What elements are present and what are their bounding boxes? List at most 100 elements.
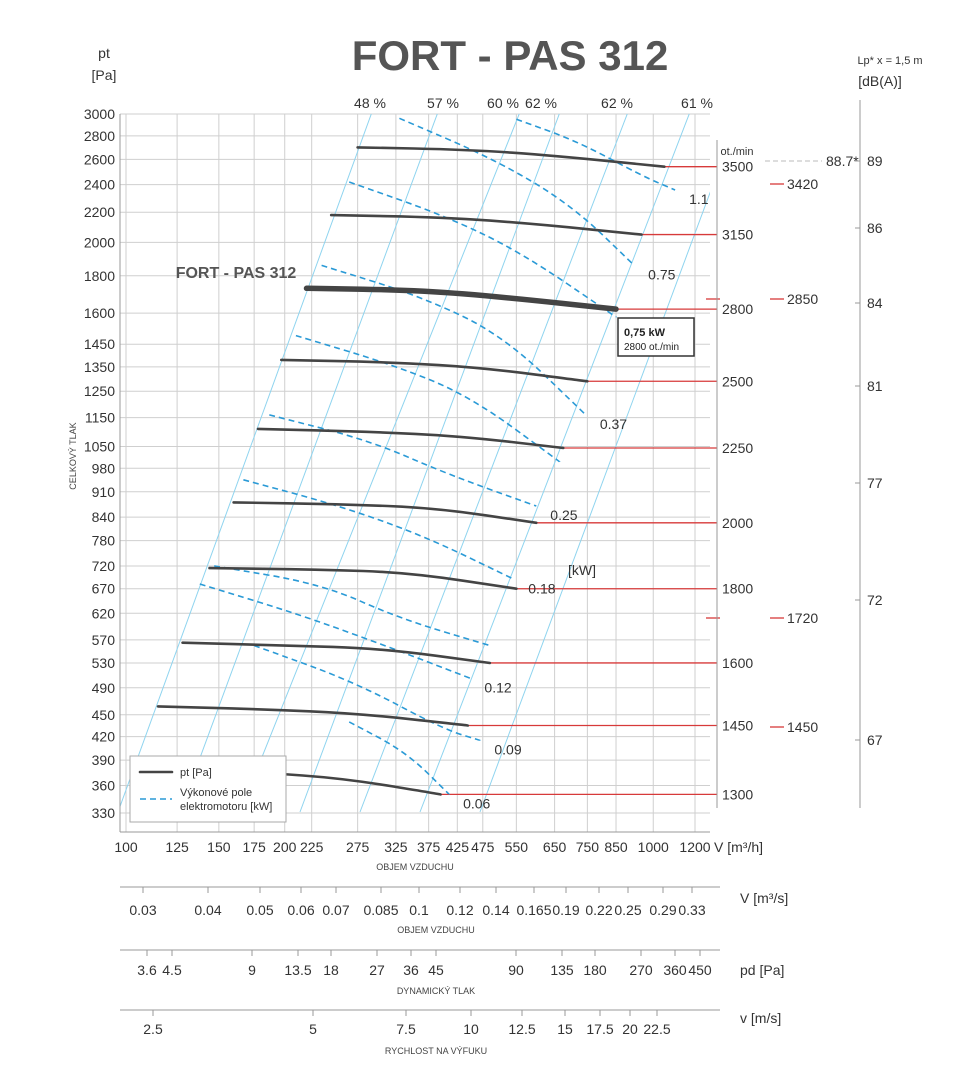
sec-label-2-4: 12.5	[508, 1021, 535, 1037]
y-tick-6: 1800	[84, 268, 115, 284]
sec-label-1-9: 135	[550, 962, 574, 978]
sec-label-1-7: 45	[428, 962, 444, 978]
y-tick-12: 1050	[84, 438, 115, 454]
curve-label: FORT - PAS 312	[176, 265, 297, 282]
y-tick-2: 2600	[84, 151, 115, 167]
y-tick-17: 720	[92, 558, 116, 574]
efficiency-label-3: 62 %	[525, 95, 557, 111]
db-value-5: 72	[867, 592, 883, 608]
sec-label-1-10: 180	[583, 962, 607, 978]
sec-label-1-0: 3.6	[137, 962, 157, 978]
db-value-6: 67	[867, 732, 883, 748]
x-tick-16: 1200	[679, 839, 710, 855]
sec-label-0-2: 0.05	[246, 902, 273, 918]
sec-label-1-5: 27	[369, 962, 385, 978]
pressure-curve-2250	[256, 427, 565, 450]
x-tick-0: 100	[114, 839, 138, 855]
secondary-axes: 0.03 0.04 0.05 0.06 0.07 0.085 0.1 0.12 0.14 0.16…	[120, 886, 788, 1056]
y-tick-3: 2400	[84, 177, 115, 193]
motor-power-curves	[199, 117, 676, 796]
x-axis-title: OBJEM VZDUCHU	[376, 862, 454, 872]
sec-unit-0: V [m³/s]	[740, 890, 788, 906]
power-label-1: 0.75	[648, 266, 675, 282]
sec-label-1-4: 18	[323, 962, 339, 978]
y-tick-21: 530	[92, 655, 116, 671]
sec-label-1-11: 270	[629, 962, 653, 978]
sec-label-0-7: 0.12	[446, 902, 473, 918]
y-tick-8: 1450	[84, 336, 115, 352]
efficiency-label-2: 60 %	[487, 95, 519, 111]
sec-label-0-0: 0.03	[129, 902, 156, 918]
y-tick-1: 2800	[84, 128, 115, 144]
rpm-label-1450: 1450	[722, 718, 753, 734]
efficiency-label-4: 62 %	[601, 95, 633, 111]
sec-unit-1: pd [Pa]	[740, 962, 784, 978]
legend-frame	[129, 755, 287, 823]
sec-label-0-10: 0.19	[552, 902, 579, 918]
sec-label-0-14: 0.33	[678, 902, 705, 918]
x-tick-6: 275	[346, 839, 370, 855]
power-curve-5	[269, 414, 537, 507]
y-tick-22: 490	[92, 680, 116, 696]
operating-point-speed: 2800 ot./min	[624, 342, 679, 353]
sec-title-2: RYCHLOST NA VÝFUKU	[385, 1046, 487, 1056]
y-axis-unit: [Pa]	[92, 67, 117, 83]
rpm-label-2250: 2250	[722, 440, 753, 456]
noise-asterisk-value: 88.7*	[826, 153, 859, 169]
sec-label-2-2: 7.5	[396, 1021, 416, 1037]
rpm-label-2800: 2800	[722, 301, 753, 317]
power-curve-7	[214, 565, 491, 647]
noise-rpm-3: 1450	[787, 719, 818, 735]
power-curve-10	[348, 721, 450, 796]
x-tick-10: 475	[471, 839, 495, 855]
rpm-label-1600: 1600	[722, 655, 753, 671]
rpm-label-3150: 3150	[722, 227, 753, 243]
noise-scale: 88.7* 3420 2850 1720 1450 89 86 84 81 77 72 67	[706, 153, 883, 748]
sec-label-0-8: 0.14	[482, 902, 509, 918]
y-tick-14: 910	[92, 484, 116, 500]
power-curve-8	[199, 583, 471, 680]
grid	[120, 113, 710, 832]
x-tick-5: 225	[300, 839, 324, 855]
y-tick-24: 420	[92, 729, 116, 745]
x-tick-12: 650	[543, 839, 567, 855]
power-label-6: 0.18	[528, 580, 555, 596]
y-tick-13: 980	[92, 460, 116, 476]
power-curve-2	[348, 181, 617, 318]
x-tick-14: 850	[604, 839, 628, 855]
sec-label-2-0: 2.5	[143, 1021, 163, 1037]
sec-label-2-8: 22.5	[643, 1021, 670, 1037]
db-value-1: 86	[867, 220, 883, 236]
y-tick-5: 2000	[84, 234, 115, 250]
y-axis-title: CELKOVÝ TLAK	[68, 422, 78, 489]
operating-point-box: 0,75 kW 2800 ot./min	[617, 317, 695, 357]
operating-point-power: 0,75 kW	[624, 327, 666, 339]
pressure-curve-2000	[232, 501, 538, 525]
chart-title: FORT - PAS 312	[352, 32, 669, 79]
sec-label-1-8: 90	[508, 962, 524, 978]
x-tick-7: 325	[384, 839, 408, 855]
x-tick-4: 200	[273, 839, 297, 855]
y-tick-18: 670	[92, 581, 116, 597]
efficiency-labels: 48 % 57 % 60 % 62 % 62 % 61 %	[354, 95, 713, 111]
sec-label-1-2: 9	[248, 962, 256, 978]
sec-label-0-11: 0.22	[585, 902, 612, 918]
power-label-9: 0.09	[494, 741, 521, 757]
x-tick-9: 425	[446, 839, 470, 855]
rpm-label-2000: 2000	[722, 515, 753, 531]
x-tick-13: 750	[576, 839, 600, 855]
x-tick-labels: 100 125 150 175 200 225 275 325 375 425 475 550 650 7…	[114, 839, 763, 872]
sec-label-2-6: 17.5	[586, 1021, 613, 1037]
x-tick-11: 550	[505, 839, 529, 855]
power-label-10: 0.06	[463, 795, 490, 811]
sec-label-2-5: 15	[557, 1021, 573, 1037]
power-curve-1	[399, 117, 635, 267]
power-curve-4	[295, 334, 561, 463]
sec-label-1-12: 360	[663, 962, 687, 978]
pressure-curve-1600	[181, 641, 492, 665]
db-value-0: 89	[867, 153, 883, 169]
pressure-curve-1450	[156, 705, 470, 727]
noise-label-top: Lp* x = 1,5 m	[857, 55, 922, 67]
db-value-2: 84	[867, 295, 883, 311]
db-value-3: 81	[867, 378, 883, 394]
